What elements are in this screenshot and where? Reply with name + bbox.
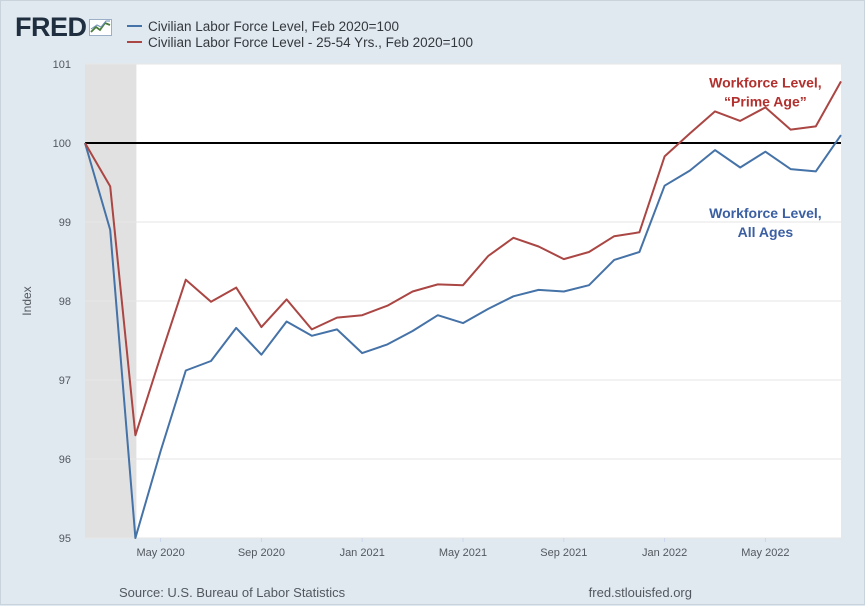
annotation-all-ages: All Ages: [738, 224, 794, 240]
annotation-prime-age: “Prime Age”: [724, 94, 807, 110]
legend: Civilian Labor Force Level, Feb 2020=100…: [127, 18, 473, 50]
legend-label: Civilian Labor Force Level - 25-54 Yrs.,…: [148, 34, 474, 50]
y-axis-label: Index: [20, 286, 34, 315]
x-tick-label: May 2020: [136, 547, 184, 559]
annotation-all-ages: Workforce Level,: [709, 205, 822, 221]
y-tick-label: 100: [53, 138, 71, 150]
legend-item-prime-age[interactable]: Civilian Labor Force Level - 25-54 Yrs.,…: [127, 34, 473, 50]
y-tick-label: 97: [59, 375, 71, 387]
y-tick-label: 98: [59, 296, 71, 308]
y-tick-label: 96: [59, 454, 71, 466]
legend-label: Civilian Labor Force Level, Feb 2020=100: [148, 18, 400, 34]
x-tick-label: Sep 2020: [238, 547, 285, 559]
legend-swatch-red: [127, 41, 142, 43]
chart-logo-icon: [88, 19, 112, 36]
x-tick-label: May 2022: [741, 547, 789, 559]
legend-swatch-blue: [127, 25, 142, 27]
legend-item-all-ages[interactable]: Civilian Labor Force Level, Feb 2020=100: [127, 18, 473, 34]
footer-site-link[interactable]: fred.stlouisfed.org: [588, 585, 692, 600]
x-tick-label: Sep 2021: [540, 547, 587, 559]
series-line-all-ages[interactable]: [84, 134, 842, 539]
x-tick-label: Jan 2021: [340, 547, 385, 559]
x-tick-label: May 2021: [439, 547, 487, 559]
fred-logo[interactable]: FRED: [15, 12, 113, 42]
series-line-prime-age[interactable]: [84, 80, 842, 437]
logo-text: FRED: [15, 12, 87, 42]
y-tick-label: 99: [59, 217, 71, 229]
y-tick-label: 101: [53, 59, 71, 71]
annotation-prime-age: Workforce Level,: [709, 75, 822, 91]
y-tick-label: 95: [59, 533, 71, 545]
x-tick-label: Jan 2022: [642, 547, 687, 559]
footer-source: Source: U.S. Bureau of Labor Statistics: [119, 585, 346, 600]
